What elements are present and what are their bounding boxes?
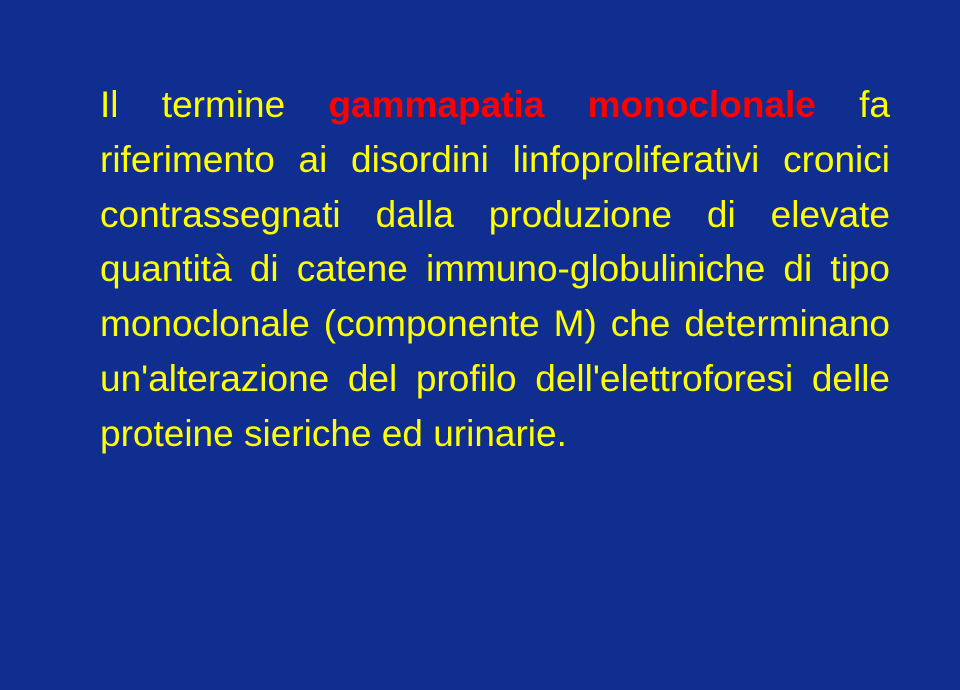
text-intro: Il termine bbox=[100, 84, 328, 125]
text-highlight: gammapatia monoclonale bbox=[328, 84, 815, 125]
slide: Il termine gammapatia monoclonale fa rif… bbox=[0, 0, 960, 690]
text-body: fa riferimento ai disordini linfoprolife… bbox=[100, 84, 890, 454]
paragraph: Il termine gammapatia monoclonale fa rif… bbox=[100, 78, 890, 461]
